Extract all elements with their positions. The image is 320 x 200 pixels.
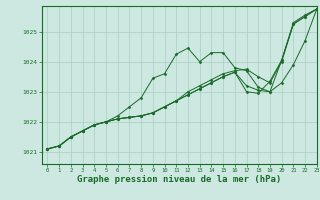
X-axis label: Graphe pression niveau de la mer (hPa): Graphe pression niveau de la mer (hPa) — [77, 175, 281, 184]
